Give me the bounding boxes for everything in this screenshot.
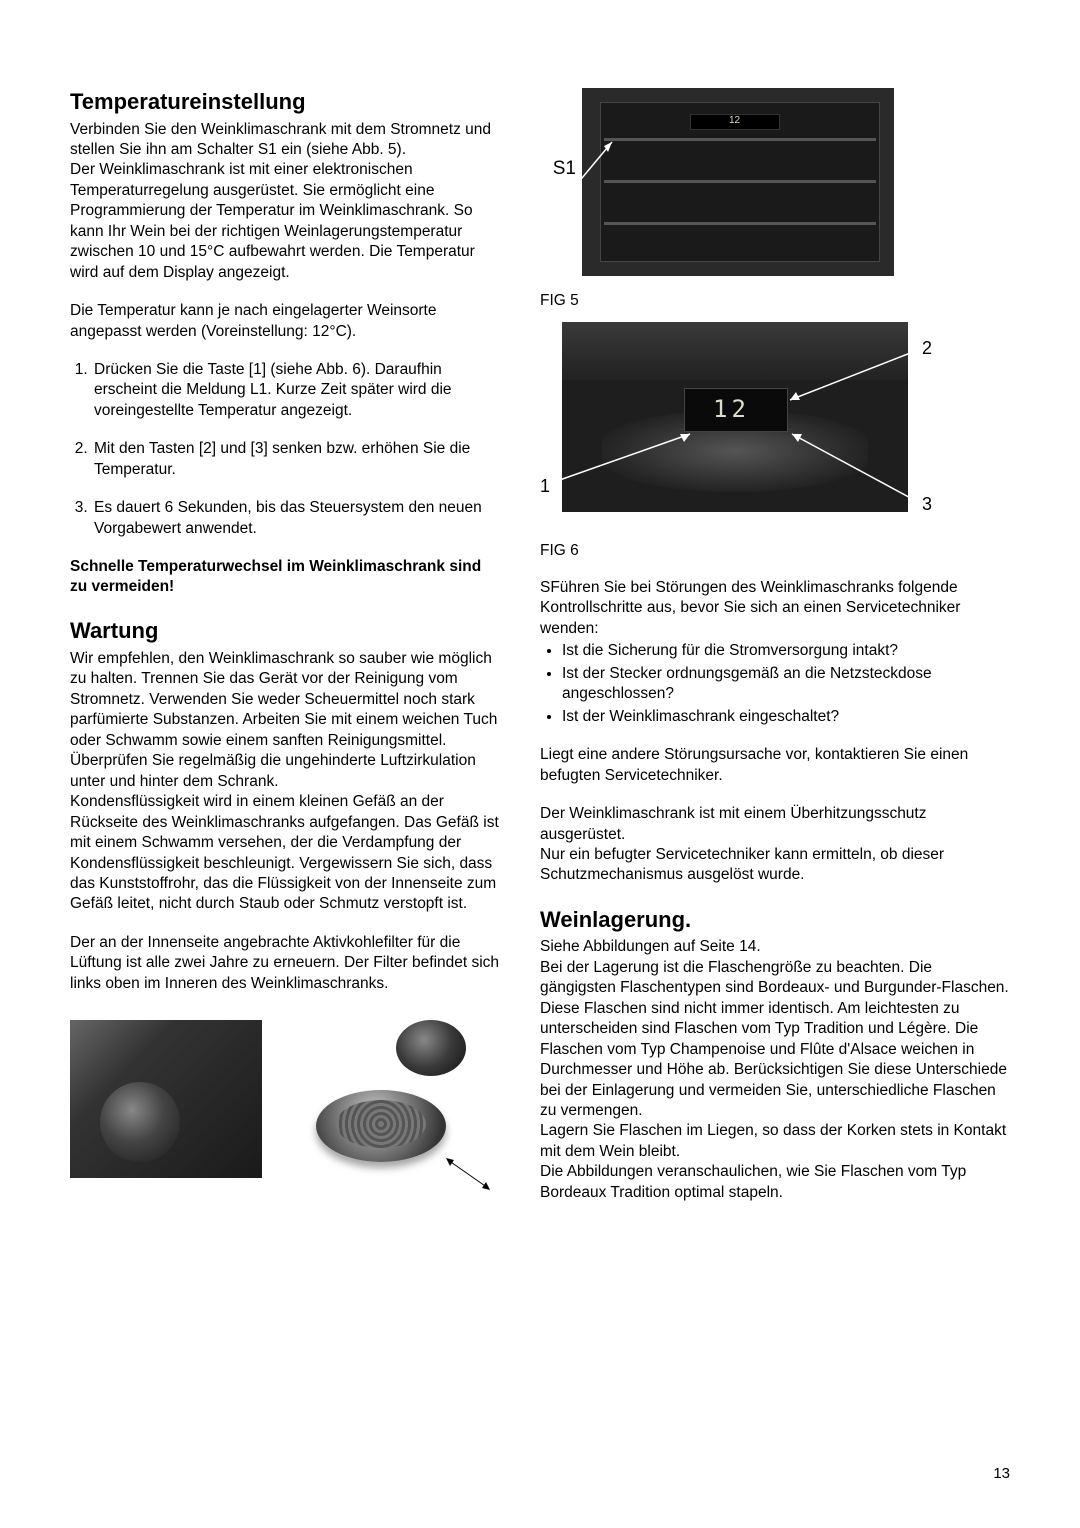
wein-p2: Bei der Lagerung ist die Flaschengröße z… <box>540 958 1010 1122</box>
troubleshoot-intro: SFühren Sie bei Störungen des Weinklimas… <box>540 578 1010 639</box>
para-2: Der Weinklimaschrank ist mit einer elekt… <box>70 160 502 283</box>
bullet-2: Ist der Stecker ordnungsgemäß an die Net… <box>562 664 1010 705</box>
fig5-caption: FIG 5 <box>540 292 1010 310</box>
bullet-3: Ist der Weinklimaschrank eingeschaltet? <box>562 707 1010 727</box>
para-3: Die Temperatur kann je nach eingelagerte… <box>70 301 502 342</box>
para-7: Der an der Innenseite angebrachte Aktivk… <box>70 933 502 994</box>
display-digits: 12 <box>713 395 750 423</box>
heading-wartung: Wartung <box>70 617 502 645</box>
fig6-caption: FIG 6 <box>540 542 1010 560</box>
fig6-callout-2: 2 <box>922 338 932 359</box>
page-number: 13 <box>993 1465 1010 1482</box>
filter-photo-removed <box>276 1020 502 1190</box>
para-1: Verbinden Sie den Weinklimaschrank mit d… <box>70 120 502 161</box>
fig5-photo <box>582 88 894 276</box>
bottom-photo-row <box>70 1020 502 1190</box>
wein-p1: Siehe Abbildungen auf Seite 14. <box>540 937 1010 957</box>
filter-photo-installed <box>70 1020 262 1178</box>
para-after-bullets: Liegt eine andere Störungsursache vor, k… <box>540 745 1010 786</box>
para-overheat-1: Der Weinklimaschrank ist mit einem Überh… <box>540 804 1010 845</box>
step-2: Mit den Tasten [2] und [3] senken bzw. e… <box>92 439 502 480</box>
bullet-1: Ist die Sicherung für die Stromversorgun… <box>562 641 1010 661</box>
bold-warning: Schnelle Temperaturwechsel im Weinklimas… <box>70 557 502 597</box>
fig6-callout-3: 3 <box>922 494 932 515</box>
steps-list: Drücken Sie die Taste [1] (siehe Abb. 6)… <box>92 360 502 539</box>
wein-p3: Lagern Sie Flaschen im Liegen, so dass d… <box>540 1121 1010 1162</box>
para-5: Überprüfen Sie regelmäßig die ungehinder… <box>70 751 502 792</box>
fig6-photo: 12 <box>562 322 908 512</box>
step-1: Drücken Sie die Taste [1] (siehe Abb. 6)… <box>92 360 502 421</box>
s1-label: S1 <box>540 158 576 180</box>
heading-temperatur: Temperatureinstellung <box>70 88 502 116</box>
left-column: Temperatureinstellung Verbinden Sie den … <box>70 88 502 1203</box>
heading-weinlagerung: Weinlagerung. <box>540 906 1010 934</box>
fig6-wrap: 12 1 2 3 <box>540 322 930 534</box>
fig5-row: S1 <box>540 88 1010 276</box>
right-column: S1 FIG 5 12 1 2 3 <box>540 88 1010 1203</box>
wein-p4: Die Abbildungen veranschaulichen, wie Si… <box>540 1162 1010 1203</box>
step-3: Es dauert 6 Sekunden, bis das Steuersyst… <box>92 498 502 539</box>
troubleshoot-bullets: Ist die Sicherung für die Stromversorgun… <box>562 641 1010 727</box>
para-4: Wir empfehlen, den Weinklimaschrank so s… <box>70 649 502 751</box>
para-6: Kondensflüssigkeit wird in einem kleinen… <box>70 792 502 915</box>
fig6-callout-1: 1 <box>540 476 550 497</box>
para-overheat-2: Nur ein befugter Servicetechniker kann e… <box>540 845 1010 886</box>
